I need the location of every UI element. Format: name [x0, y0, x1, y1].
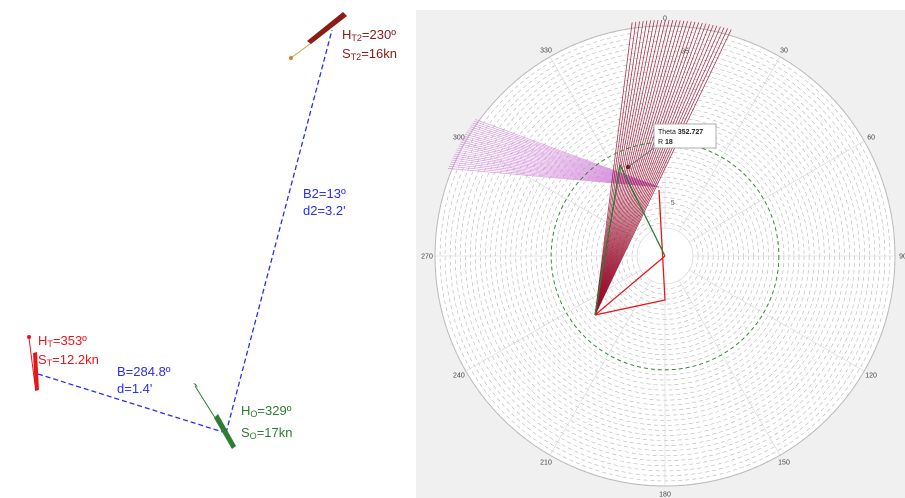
fan-line-target2 — [594, 24, 710, 316]
fan-line-target2 — [594, 21, 640, 316]
bearing-line-own-to-target2 — [225, 29, 333, 434]
target-heading-tip — [27, 335, 31, 339]
target2-ship-icon — [307, 12, 347, 44]
fan-line-target2 — [594, 20, 685, 316]
angle-tick-label: 60 — [867, 135, 875, 142]
angle-tick-label: 180 — [659, 492, 671, 498]
target-speed-label: ST=12.2kn — [38, 352, 99, 368]
angle-tick-label: 240 — [453, 373, 465, 380]
red-velocity-triangle — [594, 189, 666, 316]
angle-tick-label: 270 — [421, 254, 433, 261]
fan-line-target2 — [594, 20, 681, 316]
fan-line-target2 — [594, 21, 637, 316]
fan-line-target — [469, 126, 660, 188]
fan-line-target2 — [594, 22, 703, 316]
fan-line-target — [468, 128, 660, 188]
angle-spoke — [549, 56, 652, 232]
own-speed-label: SO=17kn — [241, 425, 292, 441]
own-ship-icon — [214, 414, 236, 449]
target-heading-line — [28, 337, 36, 386]
datatip-theta-value: 352.727 — [678, 129, 703, 136]
angle-spoke — [678, 56, 781, 232]
fan-line-target2 — [594, 20, 677, 316]
target-ship-icon — [33, 352, 39, 391]
fan-line-target2 — [594, 24, 714, 316]
fan-line-target2 — [594, 19, 670, 316]
angle-tick-label: 0 — [663, 16, 667, 23]
fan-line-target2 — [594, 29, 732, 316]
radius-tick-label: 35 — [681, 49, 689, 56]
relative-motion-diagram: HT=353º ST=12.2kn HT2=230º ST2=16kn HO=3… — [27, 12, 397, 449]
fan-line-target2 — [594, 22, 633, 316]
own-heading-arrow — [193, 383, 198, 388]
fan-line-target — [448, 165, 660, 188]
target-heading-label: HT=353º — [38, 333, 87, 349]
fan-line-target2 — [594, 20, 674, 316]
angle-tick-label: 30 — [780, 47, 788, 54]
angle-tick-label: 210 — [540, 460, 552, 467]
fan-line-target2 — [594, 22, 700, 316]
bearing1-label: B=284.8º — [117, 364, 171, 379]
fan-line-target2 — [594, 20, 651, 316]
svg-text:Theta 352.727: Theta 352.727 — [658, 129, 703, 136]
angle-tick-label: 120 — [865, 373, 877, 380]
target2-speed-label: ST2=16kn — [342, 46, 397, 62]
fan-line-target2 — [594, 27, 725, 316]
svg-text:R 18: R 18 — [658, 139, 673, 146]
fan-line-target2 — [594, 20, 655, 316]
polar-angle-labels: 0 30 60 90 120 150 180 210 240 270 300 330 — [421, 16, 905, 498]
fan-line-target2 — [594, 26, 721, 316]
distance1-label: d=1.4' — [117, 381, 152, 396]
angle-tick-label: 150 — [778, 460, 790, 467]
target2-heading-label: HT2=230º — [342, 27, 396, 43]
fan-line-target2 — [594, 25, 718, 316]
fan-line-target2 — [594, 21, 696, 316]
radius-tick-label: 5 — [671, 200, 675, 207]
fan-line-target2 — [594, 23, 707, 316]
target2-heading-tip — [289, 56, 293, 60]
bearing-line-own-to-target — [37, 373, 227, 434]
fan-line-target — [452, 157, 660, 188]
fan-line-target — [450, 161, 660, 188]
fan-line-target2 — [594, 19, 666, 316]
bearing2-label: B2=13º — [303, 186, 346, 201]
green-velocity-triangle — [594, 162, 666, 316]
angle-spoke — [678, 280, 781, 456]
angle-spoke — [549, 280, 652, 456]
angle-tick-label: 90 — [899, 254, 905, 261]
datatip-theta-label: Theta — [658, 129, 676, 136]
distance2-label: d2=3.2' — [303, 203, 346, 218]
fan-line-target2 — [594, 21, 692, 316]
fan-line-target — [448, 167, 660, 188]
polar-angle-spokes — [435, 26, 895, 486]
angle-spoke — [689, 140, 865, 243]
fan-line-target2 — [594, 20, 689, 316]
fan-line-target — [449, 163, 660, 188]
datatip-r-label: R — [658, 139, 663, 146]
datatip-leader — [627, 147, 655, 168]
angle-spoke — [689, 269, 865, 372]
angle-spoke — [465, 269, 641, 372]
own-heading-label: HO=329º — [241, 403, 292, 419]
datatip-tooltip[interactable]: Theta 352.727 R 18 — [653, 123, 717, 149]
fan-line-target — [467, 130, 660, 188]
fan-line-target — [451, 159, 660, 188]
angle-tick-label: 300 — [453, 135, 465, 142]
datatip-r-value: 18 — [665, 139, 673, 146]
angle-tick-label: 330 — [540, 47, 552, 54]
fan-line-target2 — [594, 28, 729, 316]
